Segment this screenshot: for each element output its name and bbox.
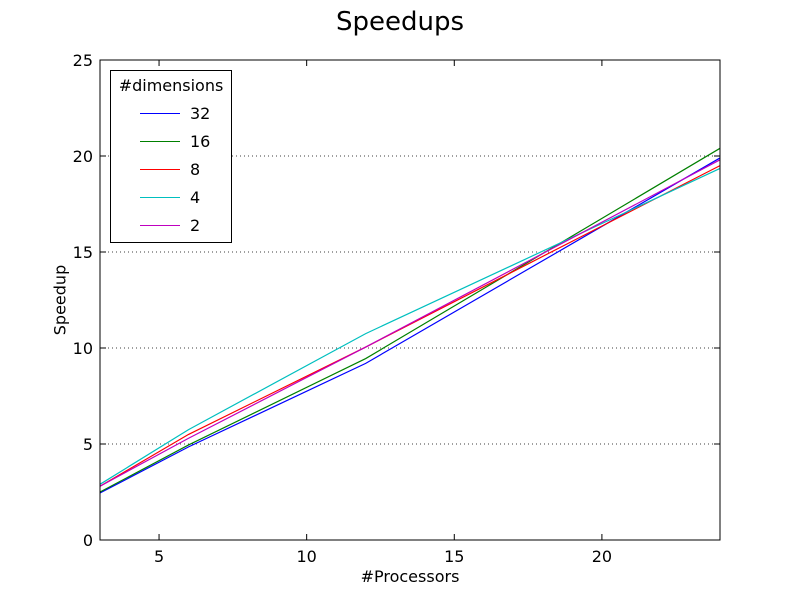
legend-swatch (140, 113, 180, 114)
x-tick-label: 20 (592, 547, 612, 566)
chart-title: Speedups (335, 7, 465, 37)
y-tick-label: 0 (83, 531, 93, 550)
legend-title: #dimensions (118, 76, 224, 95)
x-axis-label: #Processors (360, 567, 460, 586)
legend-swatch (140, 225, 180, 226)
y-tick-label: 15 (73, 243, 93, 262)
series-line-4 (99, 167, 721, 485)
legend-item: 16 (111, 132, 231, 152)
series-line-8 (99, 165, 721, 487)
plot-frame (99, 59, 721, 541)
legend-swatch (140, 169, 180, 170)
series-line-2 (99, 159, 721, 487)
legend-swatch (140, 197, 180, 198)
x-tick-label: 5 (154, 547, 164, 566)
x-tick-label: 10 (296, 547, 316, 566)
legend-item: 32 (111, 104, 231, 124)
legend-label: 4 (190, 188, 201, 207)
legend-item: 8 (111, 160, 231, 180)
legend-label: 2 (190, 216, 201, 235)
y-tick-label: 20 (73, 147, 93, 166)
y-tick-label: 25 (73, 51, 93, 70)
x-tick-label: 15 (444, 547, 464, 566)
y-tick-label: 10 (73, 339, 93, 358)
y-tick-label: 5 (83, 435, 93, 454)
legend-item: 4 (111, 188, 231, 208)
series-line-32 (99, 157, 721, 494)
legend-item: 2 (111, 216, 231, 236)
y-axis-label: Speedup (50, 264, 70, 336)
legend: #dimensions 32 16 8 4 2 (110, 70, 232, 243)
legend-label: 32 (190, 104, 211, 123)
legend-label: 16 (190, 132, 211, 151)
legend-swatch (140, 141, 180, 142)
legend-label: 8 (190, 160, 201, 179)
